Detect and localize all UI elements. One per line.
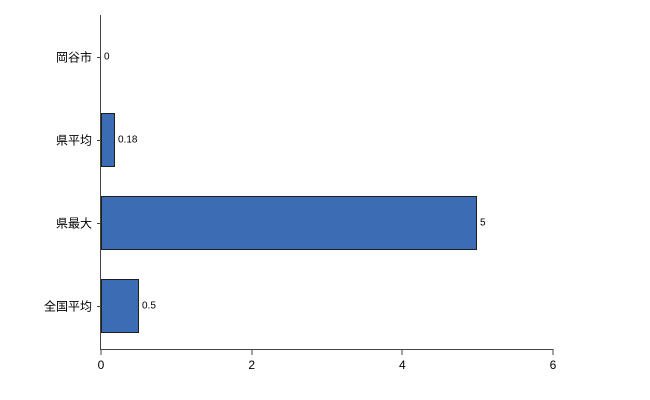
x-tick-label: 2 xyxy=(248,358,255,372)
x-axis-tick xyxy=(401,349,403,355)
value-label: 0.18 xyxy=(118,134,138,146)
category-label: 全国平均 xyxy=(43,299,92,314)
y-axis-tick xyxy=(97,139,101,141)
x-tick-label: 6 xyxy=(549,358,557,372)
plot-area: 岡谷市 0 県平均 0.18 県最大 5 全国平均 0.5 0 2 4 6 xyxy=(44,15,556,372)
category-label: 県最大 xyxy=(55,216,92,231)
bar-row: 岡谷市 0 xyxy=(56,15,553,98)
y-axis-tick xyxy=(97,306,101,308)
bar-row: 県最大 5 xyxy=(56,182,553,265)
bar xyxy=(101,112,115,167)
bar-row: 県平均 0.18 xyxy=(56,98,553,181)
value-label: 5 xyxy=(480,217,486,229)
x-axis-tick xyxy=(552,349,554,355)
x-tick-label: 4 xyxy=(398,358,406,372)
value-label: 0 xyxy=(104,51,110,63)
x-tick-label: 0 xyxy=(97,358,105,372)
value-label: 0.5 xyxy=(142,300,156,312)
bar-row: 全国平均 0.5 xyxy=(44,265,553,348)
x-axis-tick xyxy=(100,349,102,355)
bar xyxy=(101,279,139,334)
category-label: 県平均 xyxy=(55,133,92,148)
bar xyxy=(101,196,477,251)
x-axis-tick xyxy=(251,349,253,355)
category-label: 岡谷市 xyxy=(55,50,92,65)
y-axis-tick xyxy=(97,56,101,58)
y-axis-tick xyxy=(97,223,101,225)
